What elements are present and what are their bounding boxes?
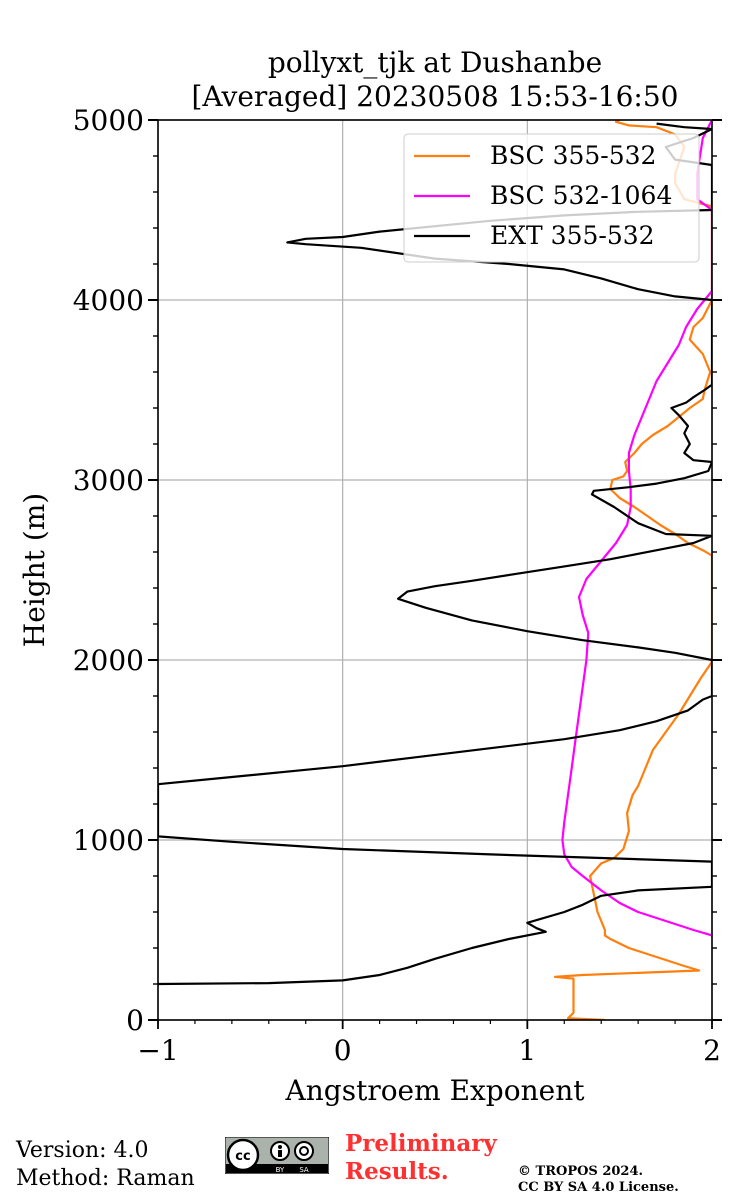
x-tick-label: −1: [137, 1034, 178, 1067]
preliminary-label: Preliminary: [345, 1130, 497, 1157]
series-line-bsc-532-1064: [561, 120, 712, 937]
y-tick-label: 2000: [73, 644, 144, 677]
legend: BSC 355-532 BSC 532-1064 EXT 355-532: [403, 133, 700, 263]
cc-logo-text: cc: [235, 1149, 250, 1164]
y-tick-label: 1000: [73, 824, 144, 857]
plot-frame: [157, 119, 713, 1021]
y-tick-label: 3000: [73, 464, 144, 497]
method-text: Method: Raman: [16, 1166, 195, 1191]
cc-by-sa-badge: cc BY SA: [225, 1137, 329, 1174]
license-text: CC BY SA 4.0 License.: [518, 1180, 679, 1195]
badge-sa-label: SA: [299, 1166, 309, 1174]
y-tick-label: 0: [126, 1004, 144, 1037]
x-tick-label: 2: [703, 1034, 721, 1067]
legend-box: [403, 133, 700, 263]
copyright-text: © TROPOS 2024.: [518, 1164, 644, 1179]
x-tick-label: 0: [334, 1034, 352, 1067]
version-text: Version: 4.0: [16, 1138, 149, 1163]
series-line-ext-355-532: [158, 122, 712, 986]
legend-label-ext-355-532: EXT 355-532: [490, 221, 655, 250]
preliminary-label-line2: Results.: [345, 1158, 449, 1185]
series-layer: [158, 120, 712, 1020]
share-alike-icon: [294, 1141, 314, 1161]
legend-label-bsc-355-532: BSC 355-532: [490, 141, 656, 170]
chart-title-line2: [Averaged] 20230508 15:53-16:50: [192, 80, 679, 113]
legend-label-bsc-532-1064: BSC 532-1064: [490, 181, 672, 210]
badge-by-label: BY: [276, 1166, 285, 1174]
chart-title-line1: pollyxt_tjk at Dushanbe: [268, 46, 602, 79]
y-axis-label: Height (m): [18, 493, 51, 647]
y-tick-label: 4000: [73, 284, 144, 317]
cc-logo-icon: [226, 1138, 260, 1172]
x-tick-label: 1: [518, 1034, 536, 1067]
x-axis-label: Angstroem Exponent: [285, 1074, 586, 1107]
y-tick-label: 5000: [73, 104, 144, 137]
